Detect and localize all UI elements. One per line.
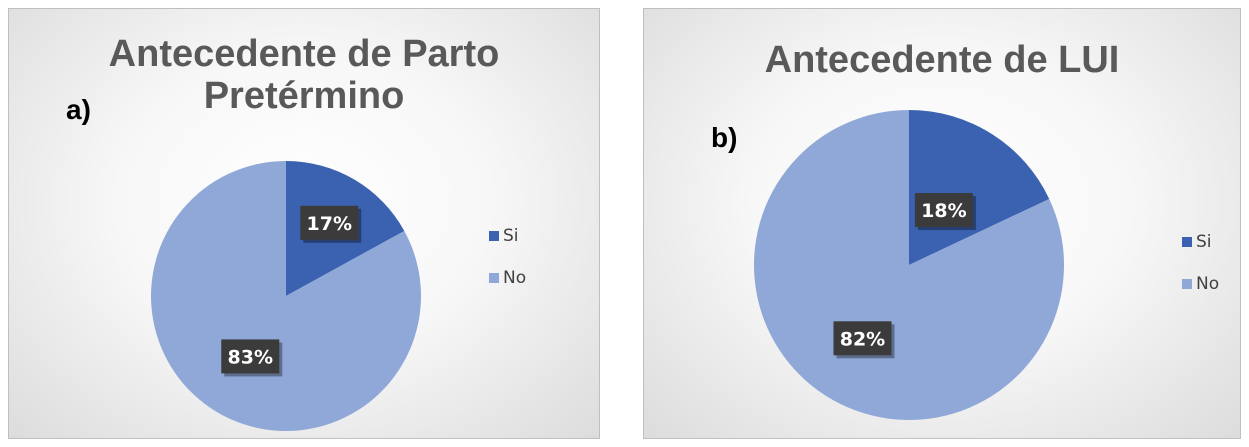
data-label-box — [221, 339, 280, 374]
legend-swatch-si — [489, 231, 499, 241]
data-label-text: 82% — [840, 328, 885, 350]
chart-title-b: Antecedente de LUI — [644, 39, 1240, 81]
data-label-text: 18% — [921, 200, 966, 222]
legend-b: Si No — [1182, 231, 1219, 315]
data-label-si: 18% — [914, 193, 976, 231]
data-label-si: 17% — [300, 205, 362, 243]
data-label-text: 83% — [228, 346, 273, 368]
chart-title-a-line-2: Pretérmino — [203, 75, 405, 117]
legend-swatch-no — [489, 273, 499, 283]
data-label-no: 82% — [833, 321, 895, 359]
chart-panel-a: Antecedente de Parto Pretérmino a) 17% 83… — [8, 8, 600, 439]
legend-swatch-no — [1182, 279, 1192, 289]
data-label-box — [914, 193, 973, 228]
pie-slice-no — [754, 110, 1064, 420]
legend-item-si: Si — [1182, 231, 1219, 253]
legend-item-no: No — [1182, 273, 1219, 295]
legend-item-si: Si — [489, 225, 526, 247]
pie-slice-no — [150, 161, 422, 431]
legend-label-si: Si — [503, 226, 519, 246]
legend-label-no: No — [503, 268, 527, 288]
chart-title-a: Antecedente de Parto Pretérmino — [9, 33, 599, 117]
data-label-text: 17% — [307, 213, 352, 235]
panel-label-a: a) — [66, 94, 91, 125]
chart-panel-b: Antecedente de LUI b) 18% 82% Si No — [643, 8, 1241, 439]
data-label-box — [833, 321, 892, 356]
data-label-no: 83% — [221, 339, 283, 377]
legend-a: Si No — [489, 225, 526, 309]
legend-swatch-si — [1182, 237, 1192, 247]
pie-chart-b: 18% 82% — [754, 110, 1064, 420]
chart-title-b-line-1: Antecedente de LUI — [764, 39, 1120, 81]
chart-title-a-line-1: Antecedente de Parto — [108, 33, 500, 75]
legend-item-no: No — [489, 267, 526, 289]
legend-label-si: Si — [1196, 232, 1212, 252]
legend-label-no: No — [1196, 274, 1220, 294]
panel-label-b: b) — [711, 122, 738, 153]
data-label-box — [300, 205, 359, 240]
pie-chart-a: 17% 83% — [150, 161, 422, 431]
